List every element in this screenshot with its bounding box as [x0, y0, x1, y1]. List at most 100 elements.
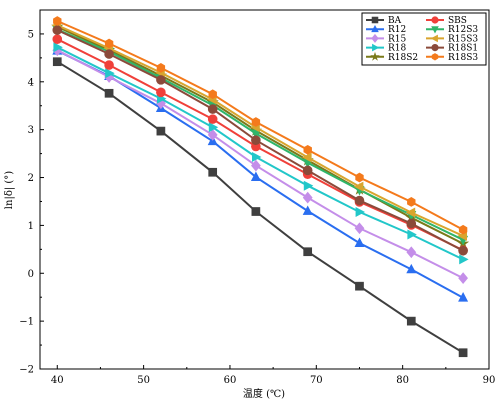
data-point [430, 34, 438, 43]
data-point [207, 129, 218, 141]
y-tick-label: 1 [28, 221, 34, 232]
series-r15 [52, 44, 468, 284]
y-tick-label: −1 [19, 317, 34, 328]
plot-frame [39, 9, 490, 370]
data-point [53, 42, 63, 53]
data-point [371, 24, 379, 33]
data-point [52, 34, 63, 44]
data-point [372, 43, 380, 52]
series-r18s1 [52, 25, 468, 256]
x-tick-label: 70 [310, 375, 323, 386]
data-point [370, 51, 380, 61]
data-point [406, 316, 416, 326]
legend-label: BA [388, 16, 402, 26]
data-point [354, 222, 365, 235]
y-tick-label: −2 [19, 365, 34, 376]
data-point [302, 205, 313, 215]
data-point [458, 272, 468, 284]
data-point [302, 191, 313, 204]
data-point [251, 159, 261, 172]
data-point [431, 16, 439, 24]
y-tick-label: 4 [28, 77, 34, 88]
legend-label: R15S3 [448, 34, 478, 44]
x-axis-title: 温度 (℃) [243, 387, 285, 400]
y-tick-label: 0 [28, 269, 34, 280]
data-point [53, 16, 62, 26]
series-line [56, 49, 464, 279]
data-point [251, 135, 261, 145]
data-point [52, 25, 63, 35]
data-point [371, 16, 379, 24]
series-r12 [52, 45, 469, 302]
legend-label: R12S3 [448, 25, 478, 35]
data-point [355, 172, 364, 183]
y-tick-label: 2 [28, 173, 34, 184]
series-line [56, 46, 464, 261]
data-point [156, 87, 166, 98]
legend-label: R12 [388, 25, 406, 35]
y-tick-label: 5 [28, 29, 34, 40]
data-point [104, 49, 114, 59]
data-point [355, 281, 364, 291]
data-point [458, 348, 468, 358]
data-point [459, 254, 469, 265]
data-point [208, 122, 219, 133]
data-point [250, 171, 261, 181]
data-point [354, 237, 365, 247]
legend-label: R18 [388, 44, 407, 54]
data-point [104, 88, 114, 98]
data-point [458, 292, 469, 302]
legend-label: SBS [448, 16, 467, 26]
data-point [407, 197, 416, 207]
data-point [355, 207, 366, 217]
x-tick-label: 60 [224, 375, 237, 386]
data-point [406, 218, 417, 229]
legend-label: R18S3 [448, 53, 478, 63]
data-point [431, 53, 439, 61]
data-point [303, 144, 312, 155]
x-tick-label: 80 [396, 375, 409, 386]
data-point [302, 165, 313, 176]
data-point [407, 229, 417, 240]
data-point [303, 180, 314, 191]
legend-label: R18S2 [388, 53, 418, 63]
x-tick-label: 40 [51, 375, 64, 386]
data-point [208, 89, 217, 100]
data-point [354, 195, 365, 206]
data-point [406, 246, 417, 259]
data-point [156, 75, 166, 85]
data-point [156, 126, 166, 136]
data-point [405, 207, 416, 218]
x-tick-label: 50 [137, 375, 150, 386]
data-point [52, 57, 62, 67]
data-point [303, 247, 313, 257]
data-point [105, 68, 115, 79]
data-point [156, 63, 166, 73]
data-point [431, 43, 439, 52]
legend-label: R18S1 [448, 44, 478, 54]
data-point [371, 33, 379, 43]
data-point [104, 38, 114, 49]
data-point [252, 152, 262, 162]
data-point [302, 152, 312, 163]
data-point [208, 167, 218, 177]
data-point [353, 181, 364, 192]
legend-label: R15 [388, 34, 407, 44]
data-point [458, 245, 468, 256]
data-point [458, 224, 468, 235]
data-point [406, 263, 417, 274]
y-axis-title: ln|δ| (°) [4, 171, 15, 209]
series-r18s3 [53, 16, 468, 235]
series-r18 [53, 42, 469, 265]
data-point [207, 104, 218, 114]
data-point [207, 114, 218, 124]
data-point [104, 60, 114, 70]
series-ba [52, 57, 468, 358]
data-point [431, 26, 439, 34]
y-tick-label: 3 [28, 125, 34, 136]
data-point [251, 207, 261, 216]
x-tick-label: 90 [483, 375, 496, 386]
data-point [251, 117, 261, 127]
